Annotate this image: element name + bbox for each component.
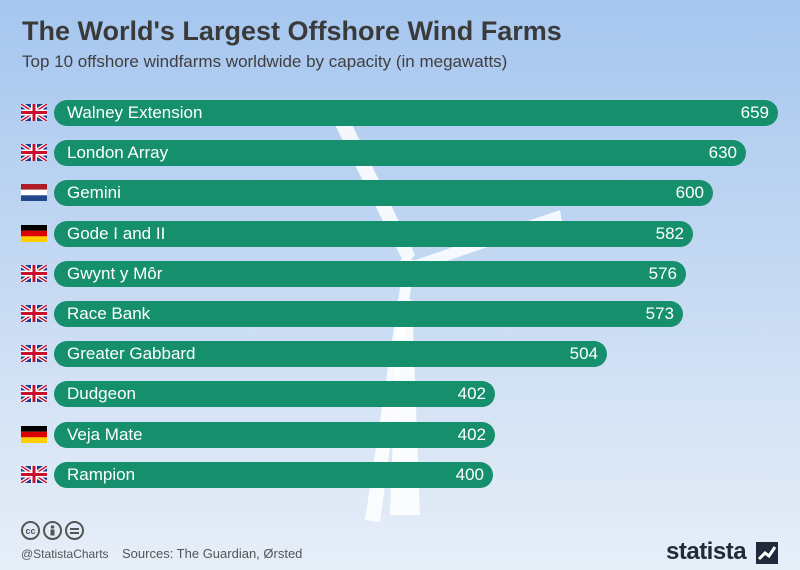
- bar-value-label: 600: [675, 183, 704, 203]
- bar-row: Dudgeon 402: [0, 380, 800, 408]
- bar-row: Gemini 600: [0, 179, 800, 207]
- uk-flag-icon: [19, 343, 49, 364]
- chart-title: The World's Largest Offshore Wind Farms: [22, 16, 562, 46]
- bar-value-label: 400: [455, 464, 484, 484]
- bar-category-label: Race Bank: [67, 304, 151, 323]
- bar-category-label: London Array: [67, 143, 169, 163]
- bar-row: Veja Mate 402: [0, 421, 800, 449]
- bar-value-label: 402: [457, 384, 486, 404]
- bar-category-label: Gwynt y Môr: [67, 263, 163, 283]
- bar: Veja Mate 402: [54, 421, 495, 448]
- bar-value-label: 659: [740, 103, 769, 122]
- bar-row: London Array 630: [0, 139, 800, 167]
- bar: Dudgeon 402: [54, 381, 495, 408]
- uk-flag-icon: [19, 303, 49, 324]
- bar-value-label: 576: [648, 263, 677, 283]
- bar-category-label: Dudgeon: [67, 384, 137, 404]
- bar: Gwynt y Môr 576: [54, 260, 686, 287]
- uk-flag-icon: [19, 464, 49, 485]
- bar-value-label: 504: [569, 344, 598, 364]
- bar-row: Rampion 400: [0, 461, 800, 489]
- cc-icon: cc: [21, 521, 40, 540]
- statista-logo-text[interactable]: statista: [666, 538, 747, 565]
- bar-category-label: Gemini: [67, 183, 121, 203]
- germany-flag-icon: [21, 224, 47, 242]
- bar-category-label: Walney Extension: [67, 103, 203, 122]
- nd-icon: [65, 521, 84, 540]
- bar: London Array 630: [54, 140, 746, 167]
- germany-flag-icon: [21, 425, 47, 443]
- bar: Race Bank 573: [54, 301, 683, 327]
- bar-value-label: 573: [645, 304, 674, 323]
- statista-logo-icon: [756, 542, 778, 564]
- bar-category-label: Rampion: [67, 464, 136, 484]
- uk-flag-icon: [19, 383, 49, 405]
- chart-subtitle: Top 10 offshore windfarms worldwide by c…: [22, 52, 508, 71]
- bar-category-label: Veja Mate: [67, 424, 143, 444]
- bar-value-label: 630: [708, 143, 737, 163]
- bar-row: Walney Extension 659: [0, 99, 800, 127]
- bar-value-label: 582: [655, 223, 684, 243]
- uk-flag-icon: [19, 263, 49, 284]
- netherlands-flag-icon: [21, 184, 47, 202]
- bar-row: Gode I and II 582: [0, 220, 800, 248]
- bar-category-label: Gode I and II: [67, 223, 166, 243]
- bar: Gemini 600: [54, 180, 713, 207]
- bar-category-label: Greater Gabbard: [67, 344, 196, 364]
- uk-flag-icon: [19, 142, 49, 163]
- bar: Greater Gabbard 504: [54, 341, 607, 368]
- bar-row: Gwynt y Môr 576: [0, 260, 800, 288]
- bar: Rampion 400: [54, 461, 493, 488]
- bar-row: Greater Gabbard 504: [0, 340, 800, 368]
- uk-flag-icon: [19, 102, 49, 123]
- bar: Gode I and II 582: [54, 220, 693, 247]
- bar: Walney Extension 659: [54, 100, 778, 126]
- footer: cc @StatistaCharts Sources: The Guardian…: [0, 515, 800, 570]
- bar-value-label: 402: [457, 424, 486, 444]
- license-icons: cc: [21, 521, 84, 540]
- by-icon: [43, 521, 62, 540]
- statista-handle[interactable]: @StatistaCharts: [21, 547, 109, 561]
- sources-text: Sources: The Guardian, Ørsted: [122, 546, 303, 561]
- bar-row: Race Bank 573: [0, 300, 800, 328]
